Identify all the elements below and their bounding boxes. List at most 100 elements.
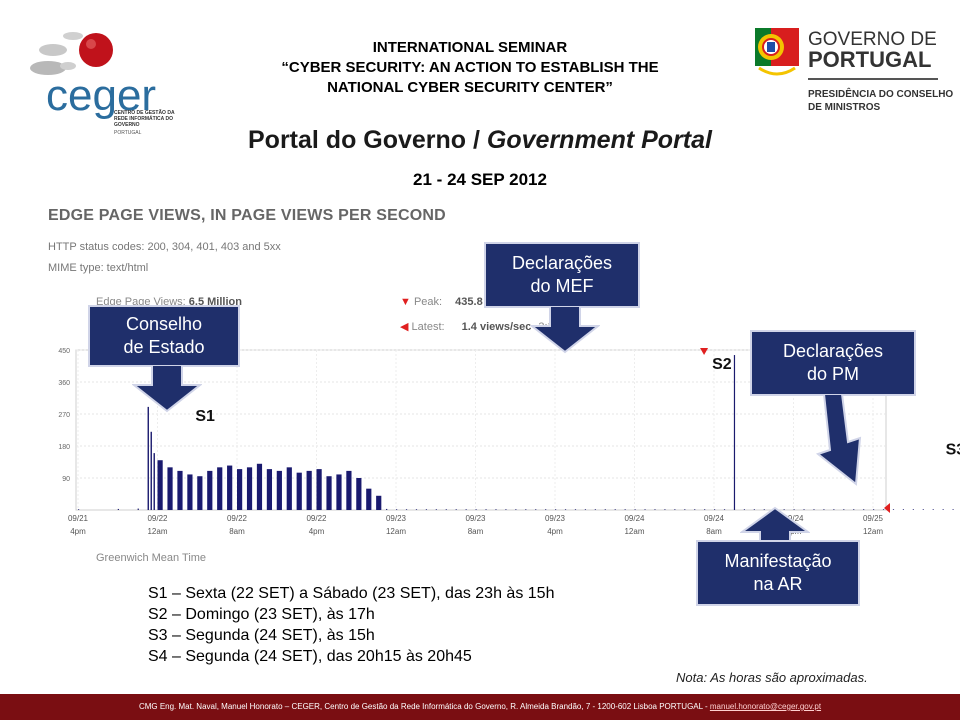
portugal-coat-of-arms-icon (755, 22, 799, 76)
note-s4: S4 – Segunda (24 SET), das 20h15 às 20h4… (148, 648, 472, 665)
data-bar (555, 509, 557, 510)
data-bar (912, 509, 914, 510)
data-bar (823, 509, 825, 510)
x-tick-date: 09/24 (704, 514, 725, 523)
arrow-down-icon (815, 394, 862, 486)
x-tick-date: 09/23 (386, 514, 407, 523)
x-tick-date: 09/23 (465, 514, 486, 523)
data-bar (316, 469, 322, 510)
gov-sub-line1: PRESIDÊNCIA DO CONSELHO (808, 89, 954, 100)
arrow-down-icon (530, 306, 600, 354)
x-tick-time: 4pm (547, 527, 563, 536)
ceger-wordmark: ceger (46, 71, 156, 120)
data-bar (177, 470, 183, 510)
x-tick-time: 12am (624, 527, 644, 536)
y-tick-label: 90 (62, 476, 70, 483)
seminar-line3: NATIONAL CYBER SECURITY CENTER” (327, 79, 613, 96)
ceger-logo: ceger CENTRO DE GESTÃO DA REDE INFORMÁTI… (18, 18, 198, 148)
data-bar (674, 509, 676, 510)
data-bar (803, 509, 805, 510)
data-bar (366, 488, 372, 510)
data-bar (445, 509, 447, 510)
gov-subtitle: PRESIDÊNCIA DO CONSELHO DE MINISTROS (808, 88, 953, 114)
data-bar (485, 509, 487, 510)
data-bar (545, 509, 547, 510)
peak-label: Peak: (413, 296, 443, 308)
gov-line2: PORTUGAL (808, 47, 932, 72)
data-bar (564, 509, 567, 510)
gov-divider (808, 78, 938, 80)
latest-label: Latest: (411, 321, 445, 333)
chart-marks: S1S2S3S4 (195, 348, 960, 513)
data-bar (386, 508, 388, 510)
peak-marker (700, 348, 709, 355)
data-bar (455, 509, 457, 510)
data-bar (187, 474, 193, 510)
data-bar (584, 509, 587, 510)
x-tick-date: 09/22 (227, 514, 248, 523)
x-tick-time: 12am (863, 527, 883, 536)
data-bar (515, 509, 517, 510)
x-tick-date: 09/24 (783, 514, 804, 523)
x-tick-time: 8am (229, 527, 245, 536)
data-bar (495, 509, 497, 510)
data-bar (276, 470, 282, 510)
footer-bar: CMG Eng. Mat. Naval, Manuel Honorato – C… (0, 694, 960, 720)
data-bar (932, 509, 934, 510)
y-tick-label: 360 (58, 380, 70, 387)
footer-text: CMG Eng. Mat. Naval, Manuel Honorato – C… (138, 702, 710, 711)
data-bar (763, 509, 765, 510)
footer-email-link[interactable]: manuel.honorato@ceger.gov.pt (709, 702, 822, 711)
data-bar (634, 509, 636, 510)
x-tick-date: 09/25 (863, 514, 884, 523)
callout-ar-line1: Manifestação (724, 551, 832, 571)
seminar-line1: INTERNATIONAL SEMINAR (372, 39, 568, 56)
data-bar (207, 470, 213, 510)
data-bar (793, 509, 795, 510)
event-dates: 21 - 24 SEP 2012 (413, 170, 547, 189)
data-bar (833, 509, 835, 510)
y-tick-label: 450 (58, 348, 70, 355)
data-bar (326, 476, 332, 510)
callout-conselho-line2: de Estado (123, 337, 205, 357)
data-bar (574, 509, 577, 510)
page-title: Portal do Governo / Government Portal (160, 126, 800, 155)
data-bar (153, 453, 155, 510)
x-tick-date: 09/24 (624, 514, 645, 523)
callout-mef: Declarações do MEF (484, 242, 640, 354)
x-tick-time: 12am (386, 527, 406, 536)
chart-title: EDGE PAGE VIEWS, IN PAGE VIEWS PER SECON… (48, 207, 446, 224)
data-bar (863, 509, 865, 510)
chart-bars (78, 355, 954, 510)
data-bar (902, 509, 905, 510)
data-bar (266, 469, 273, 510)
x-tick-time: 4pm (309, 527, 325, 536)
data-bar (694, 509, 696, 510)
annotation-s3: S3 (946, 442, 960, 459)
data-bar (664, 509, 666, 510)
note-s3: S3 – Segunda (24 SET), às 15h (148, 627, 375, 644)
data-bar (256, 463, 263, 510)
data-bar (237, 469, 243, 510)
x-tick-date: 09/23 (545, 514, 566, 523)
data-bar (922, 509, 924, 510)
annotation-s2: S2 (712, 356, 732, 373)
data-bar (78, 509, 80, 510)
data-bar (952, 509, 954, 510)
data-bar (227, 465, 233, 510)
x-tick-date: 09/22 (306, 514, 327, 523)
data-bar (246, 467, 253, 510)
gov-sub-line2: DE MINISTROS (808, 102, 881, 113)
arrow-up-icon (740, 506, 810, 550)
x-tick-time: 4pm (70, 527, 86, 536)
callout-pm-box: Declarações do PM (750, 330, 916, 396)
data-bar (783, 509, 785, 510)
x-axis-label: Greenwich Mean Time (96, 552, 207, 564)
data-bar (157, 460, 163, 510)
data-bar (624, 509, 626, 510)
data-bar (475, 509, 477, 510)
callout-pm: Declarações do PM (750, 330, 916, 490)
data-bar (286, 467, 292, 510)
data-bar (465, 509, 467, 510)
